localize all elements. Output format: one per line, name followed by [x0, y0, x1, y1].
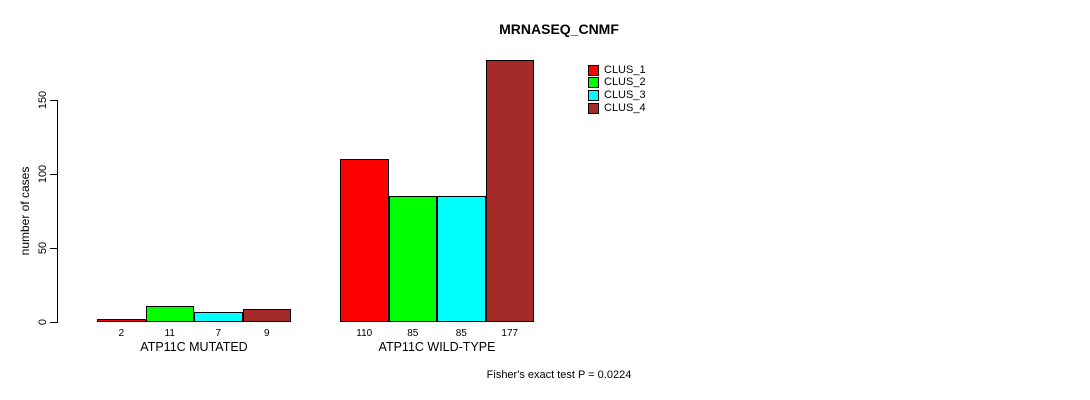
bar-value-label: 85 [455, 328, 467, 339]
bar-value-label: 85 [407, 328, 419, 339]
y-axis-tick [50, 174, 57, 175]
bar-value-label: 2 [118, 328, 125, 339]
y-axis-line [57, 100, 58, 323]
bar-value-label: 9 [263, 328, 270, 339]
bar-clus-4-atp11c-wild-type [485, 60, 534, 322]
legend-item: CLUS_1 [588, 64, 646, 77]
legend-item: CLUS_3 [588, 89, 646, 102]
y-axis-tick-label: 50 [37, 241, 49, 255]
legend-label: CLUS_4 [604, 101, 646, 114]
legend-item: CLUS_2 [588, 77, 646, 90]
legend-item: CLUS_4 [588, 102, 646, 115]
annotation-text: Fisher's exact test P = 0.0224 [486, 369, 632, 381]
legend-color-swatch-clus-1 [588, 64, 599, 76]
bar-value-label: 177 [501, 328, 519, 339]
category-label: ATP11C MUTATED [140, 340, 248, 354]
legend-color-swatch-clus-3 [588, 89, 599, 101]
bar-clus-1-atp11c-mutated [97, 319, 146, 322]
bar-clus-2-atp11c-mutated [145, 305, 194, 322]
bar-value-label: 7 [215, 328, 222, 339]
bar-clus-3-atp11c-wild-type [437, 196, 486, 322]
legend-label: CLUS_3 [604, 88, 646, 101]
legend: CLUS_1 CLUS_2 CLUS_3 CLUS_4 [588, 64, 646, 114]
y-axis-tick-label: 100 [37, 164, 49, 184]
y-axis-tick [50, 322, 57, 323]
category-label: ATP11C WILD-TYPE [378, 340, 496, 354]
y-axis-tick [50, 248, 57, 249]
bar-clus-3-atp11c-mutated [194, 311, 243, 322]
chart-title: MRNASEQ_CNMF [499, 21, 619, 37]
bar-clus-4-atp11c-mutated [242, 308, 291, 322]
legend-label: CLUS_1 [604, 63, 646, 76]
bar-value-label: 110 [356, 328, 373, 339]
y-axis-tick [50, 100, 57, 101]
y-axis-tick-label: 0 [37, 318, 49, 326]
legend-color-swatch-clus-4 [588, 102, 599, 114]
legend-label: CLUS_2 [604, 76, 646, 89]
legend-color-swatch-clus-2 [588, 77, 599, 89]
bar-clus-1-atp11c-wild-type [340, 159, 389, 322]
bar-value-label: 11 [164, 328, 175, 339]
y-axis-tick-label: 150 [37, 90, 49, 110]
bar-clus-2-atp11c-wild-type [388, 196, 437, 322]
